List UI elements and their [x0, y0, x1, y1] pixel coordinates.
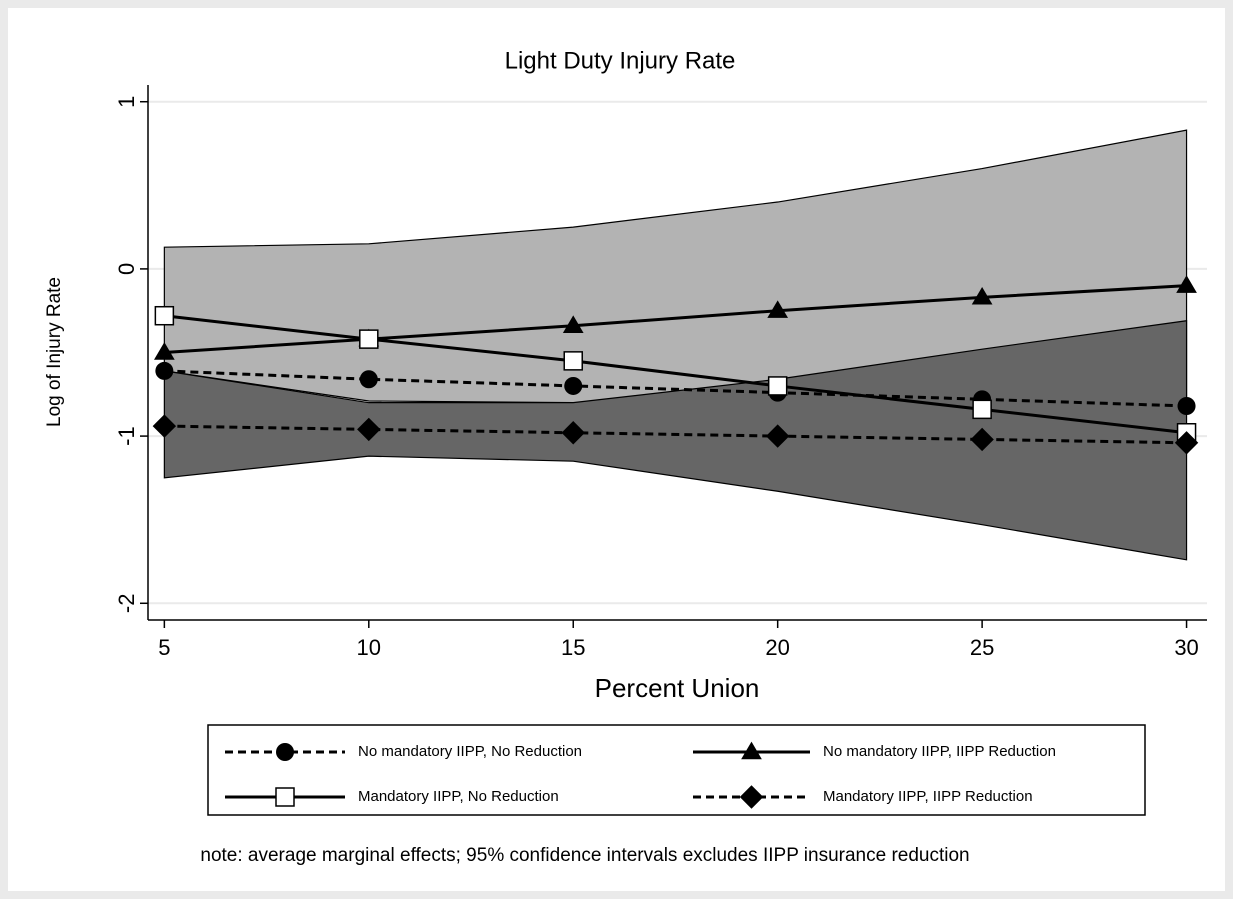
data-point — [765, 424, 790, 448]
data-point — [357, 417, 381, 442]
data-point — [563, 351, 583, 371]
data-point — [1176, 275, 1197, 293]
data-point — [152, 414, 177, 438]
series-line — [164, 369, 1187, 408]
x-tick-label: 25 — [970, 635, 994, 660]
legend-marker — [275, 787, 295, 807]
data-point — [154, 342, 175, 360]
legend-marker — [276, 743, 294, 761]
series-line — [164, 314, 1187, 435]
confidence-band — [163, 320, 1188, 561]
legend-marker — [741, 741, 762, 760]
data-point — [359, 370, 378, 389]
x-axis-title: Percent Union — [595, 673, 760, 703]
data-point — [767, 300, 789, 318]
data-point — [1177, 397, 1196, 415]
data-point — [562, 315, 584, 333]
data-point — [359, 329, 379, 349]
legend-marker — [739, 785, 764, 809]
series-line — [164, 424, 1187, 445]
note: note: average marginal effects; 95% conf… — [200, 845, 969, 866]
x-tick-label: 15 — [561, 635, 585, 660]
data-point — [970, 427, 994, 452]
x-tick-label: 5 — [158, 635, 170, 660]
data-point — [155, 361, 174, 380]
data-point — [972, 399, 992, 420]
data-point — [767, 376, 788, 396]
y-tick-label: 1 — [114, 96, 139, 108]
legend-label: Mandatory IIPP, IIPP Reduction — [823, 788, 1033, 805]
chart-title: Light Duty Injury Rate — [505, 47, 736, 74]
legend-label: Mandatory IIPP, No Reduction — [358, 788, 559, 805]
x-tick-label: 10 — [357, 635, 381, 660]
data-point — [561, 421, 585, 445]
legend-label: No mandatory IIPP, No Reduction — [358, 743, 582, 760]
legend-box — [207, 724, 1146, 816]
x-tick-label: 20 — [765, 635, 789, 660]
data-point — [971, 286, 993, 305]
legend-label: No mandatory IIPP, IIPP Reduction — [823, 743, 1056, 760]
x-tick-label: 30 — [1174, 635, 1198, 660]
data-point — [1174, 431, 1199, 455]
y-tick-label: -2 — [114, 594, 139, 614]
y-tick-label: 0 — [114, 263, 139, 275]
series-line — [164, 284, 1187, 354]
data-point — [564, 376, 583, 395]
y-axis-title: Log of Injury Rate — [44, 277, 65, 427]
y-tick-label: -1 — [114, 426, 139, 446]
data-point — [154, 305, 175, 326]
